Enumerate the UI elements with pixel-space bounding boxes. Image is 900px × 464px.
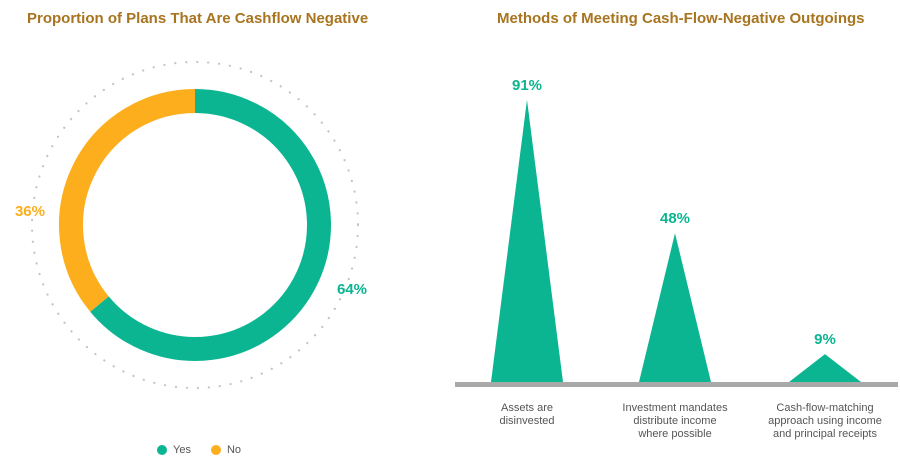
triangle-bar-1 bbox=[491, 99, 563, 383]
donut-slice-yes bbox=[90, 89, 331, 361]
legend-item-no: No bbox=[210, 444, 242, 456]
donut-chart-title: Proportion of Plans That Are Cashflow Ne… bbox=[27, 10, 369, 27]
triangle-chart-title: Methods of Meeting Cash-Flow-Negative Ou… bbox=[497, 10, 865, 27]
triangle-category-label-2: Investment mandates distribute income wher… bbox=[622, 402, 728, 440]
triangle-bar-3 bbox=[789, 354, 861, 382]
category-line: Investment mandates bbox=[622, 402, 728, 414]
triangle-value-label-2: 48% bbox=[660, 210, 690, 227]
category-line: where possible bbox=[637, 428, 711, 440]
donut-chart: 64% 36% bbox=[15, 89, 367, 361]
category-line: approach using income bbox=[768, 415, 882, 427]
legend-label-yes: Yes bbox=[173, 444, 191, 456]
donut-slice-no bbox=[59, 89, 196, 312]
triangle-value-label-3: 9% bbox=[814, 331, 836, 348]
donut-label-yes: 64% bbox=[337, 281, 367, 298]
donut-label-no: 36% bbox=[15, 203, 45, 220]
legend: Yes No bbox=[157, 444, 241, 456]
legend-swatch-no bbox=[210, 445, 221, 455]
triangle-bar-2 bbox=[639, 233, 711, 382]
category-line: Assets are bbox=[501, 402, 553, 414]
category-line: disinvested bbox=[499, 415, 554, 427]
legend-swatch-yes bbox=[157, 445, 167, 455]
dotted-ring bbox=[30, 60, 360, 390]
legend-item-yes: Yes bbox=[157, 444, 191, 456]
triangle-category-label-3: Cash-flow-matching approach using income a… bbox=[768, 402, 882, 440]
category-line: distribute income bbox=[633, 415, 716, 427]
legend-label-no: No bbox=[226, 444, 242, 456]
triangle-chart: 91% Assets are disinvested 48% Investment ma… bbox=[491, 77, 882, 440]
triangle-value-label-1: 91% bbox=[512, 77, 542, 94]
category-line: and principal receipts bbox=[773, 428, 877, 440]
baseline bbox=[455, 382, 898, 387]
category-line: Cash-flow-matching bbox=[776, 402, 873, 414]
triangle-category-label-1: Assets are disinvested bbox=[499, 402, 554, 427]
